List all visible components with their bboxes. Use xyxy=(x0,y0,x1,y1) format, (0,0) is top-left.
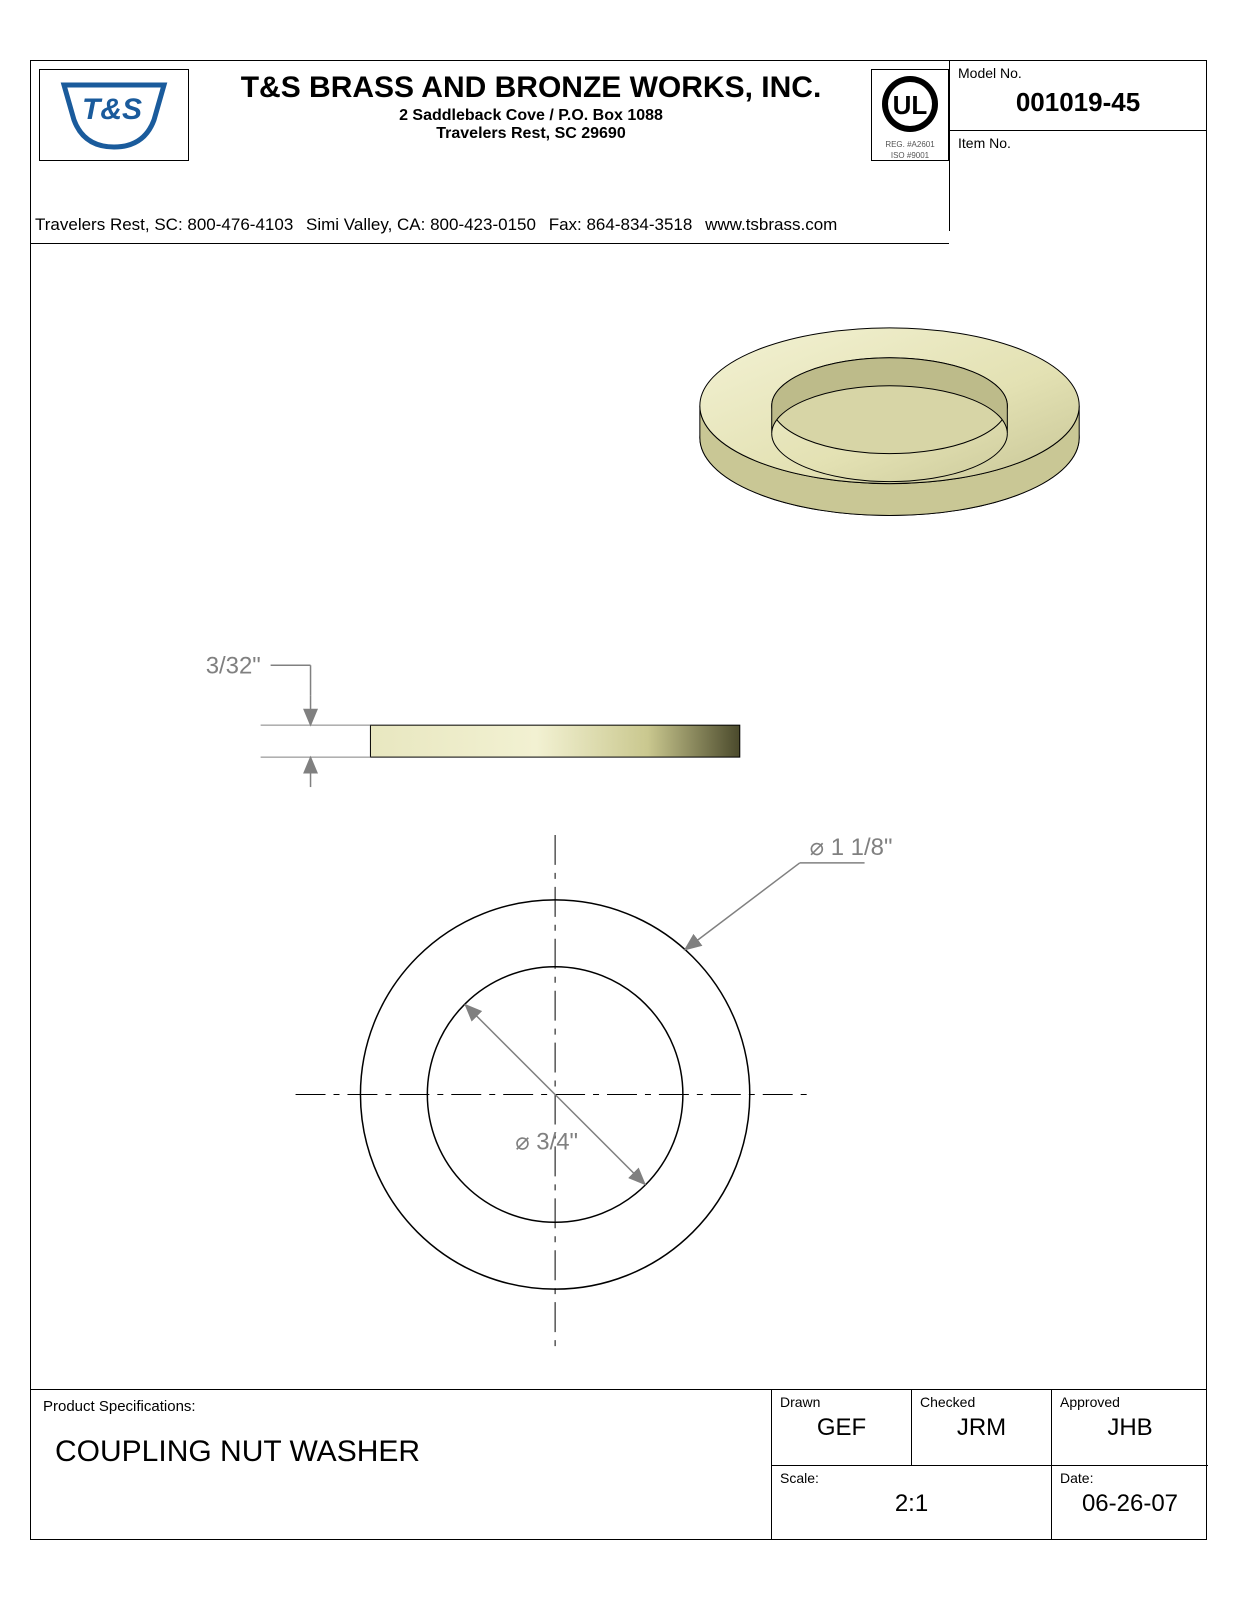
contact-2: Simi Valley, CA: 800-423-0150 xyxy=(306,215,536,234)
model-number-box: Model No. 001019-45 xyxy=(949,61,1206,131)
cell-scale: Scale: 2:1 xyxy=(771,1465,1051,1540)
isometric-view xyxy=(700,328,1079,516)
company-address-1: 2 Saddleback Cove / P.O. Box 1088 xyxy=(201,107,861,125)
contact-1: Travelers Rest, SC: 800-476-4103 xyxy=(35,215,293,234)
svg-text:UL: UL xyxy=(893,90,928,120)
dim-thickness: 3/32" xyxy=(206,652,261,679)
cell-date: Date: 06-26-07 xyxy=(1051,1465,1208,1540)
scale-label: Scale: xyxy=(780,1470,1043,1486)
ul-mark-icon: UL xyxy=(880,74,940,134)
title-block: Product Specifications: COUPLING NUT WAS… xyxy=(31,1389,1206,1539)
title-block-left: Product Specifications: COUPLING NUT WAS… xyxy=(31,1390,771,1539)
title-block-right: Drawn GEF Checked JRM Approved JHB Scale… xyxy=(771,1390,1206,1539)
part-name: COUPLING NUT WASHER xyxy=(55,1435,759,1469)
checked-label: Checked xyxy=(920,1394,1043,1410)
top-view: ⌀ 1 1/8" ⌀ 3/4" xyxy=(296,834,893,1354)
item-label: Item No. xyxy=(958,135,1198,151)
ul-certification: UL REG. #A2601 ISO #9001 xyxy=(871,69,949,161)
contact-website: www.tsbrass.com xyxy=(705,215,837,234)
contact-bar: Travelers Rest, SC: 800-476-4103 Simi Va… xyxy=(31,211,949,244)
dim-inner-dia: ⌀ 3/4" xyxy=(515,1128,578,1155)
technical-drawing: 3/32" ⌀ 1 1/8" ⌀ 3/4" xyxy=(31,246,1206,1389)
drawn-value: GEF xyxy=(780,1414,903,1442)
company-logo: T&S xyxy=(39,69,189,161)
spec-label: Product Specifications: xyxy=(43,1398,759,1415)
drawn-label: Drawn xyxy=(780,1394,903,1410)
drawing-sheet: T&S T&S BRASS AND BRONZE WORKS, INC. 2 S… xyxy=(30,60,1207,1540)
model-label: Model No. xyxy=(958,65,1198,81)
ul-reg-2: ISO #9001 xyxy=(872,152,948,161)
cell-approved: Approved JHB xyxy=(1051,1390,1208,1465)
side-view: 3/32" xyxy=(206,652,740,787)
item-number-box: Item No. xyxy=(949,131,1206,231)
approved-value: JHB xyxy=(1060,1414,1200,1442)
drawing-area: 3/32" ⌀ 1 1/8" ⌀ 3/4" xyxy=(31,246,1206,1389)
ts-logo-icon: T&S xyxy=(54,75,174,155)
company-address-2: Travelers Rest, SC 29690 xyxy=(201,125,861,143)
contact-3: Fax: 864-834-3518 xyxy=(549,215,693,234)
header: T&S T&S BRASS AND BRONZE WORKS, INC. 2 S… xyxy=(31,61,1206,201)
date-value: 06-26-07 xyxy=(1060,1490,1200,1518)
date-label: Date: xyxy=(1060,1470,1200,1486)
scale-value: 2:1 xyxy=(780,1490,1043,1518)
approved-label: Approved xyxy=(1060,1394,1200,1410)
dim-outer-dia: ⌀ 1 1/8" xyxy=(810,834,893,861)
company-name: T&S BRASS AND BRONZE WORKS, INC. xyxy=(201,71,861,105)
model-value: 001019-45 xyxy=(958,87,1198,118)
cell-drawn: Drawn GEF xyxy=(771,1390,911,1465)
company-block: T&S BRASS AND BRONZE WORKS, INC. 2 Saddl… xyxy=(201,71,861,143)
svg-text:T&S: T&S xyxy=(82,93,142,126)
ul-reg-1: REG. #A2601 xyxy=(872,141,948,150)
cell-checked: Checked JRM xyxy=(911,1390,1051,1465)
checked-value: JRM xyxy=(920,1414,1043,1442)
